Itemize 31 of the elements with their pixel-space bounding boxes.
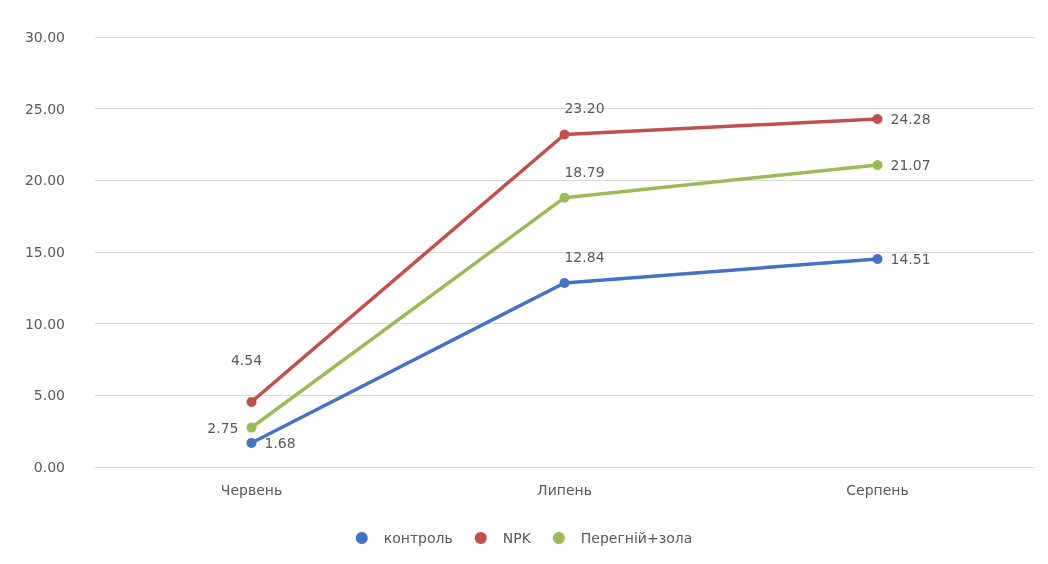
data-label: 21.07 xyxy=(890,157,931,173)
x-tick-label: Серпень xyxy=(846,482,909,498)
point xyxy=(872,254,883,265)
data-label: 1.68 xyxy=(264,434,296,451)
data-label: 12.84 xyxy=(564,248,605,265)
y-tick-label: 20.00 xyxy=(24,172,65,189)
y-tick-label: 0.00 xyxy=(33,459,65,475)
data-label: 24.28 xyxy=(890,110,931,127)
data-label: 18.79 xyxy=(564,163,605,180)
point xyxy=(246,422,257,433)
data-label: 4.54 xyxy=(230,351,263,368)
point xyxy=(872,113,883,124)
y-tick-label: 5.00 xyxy=(33,387,65,404)
point xyxy=(246,396,257,407)
point xyxy=(559,277,570,288)
data-label: 2.75 xyxy=(207,419,239,436)
legend-label: NPK xyxy=(502,530,532,546)
point xyxy=(559,192,570,203)
point xyxy=(559,129,570,140)
y-tick-label: 10.00 xyxy=(24,315,65,332)
data-label: 23.20 xyxy=(564,100,605,117)
x-tick-label: Липень xyxy=(537,482,592,498)
y-tick-label: 30.00 xyxy=(24,29,65,45)
x-tick-label: Червень xyxy=(220,482,283,498)
legend-label: контроль xyxy=(383,530,453,546)
point xyxy=(872,160,883,170)
point xyxy=(246,437,257,448)
y-tick-label: 25.00 xyxy=(24,100,65,117)
legend-label: Перегній+зола xyxy=(580,530,693,546)
y-tick-label: 15.00 xyxy=(24,244,65,260)
data-label: 14.51 xyxy=(890,251,931,268)
